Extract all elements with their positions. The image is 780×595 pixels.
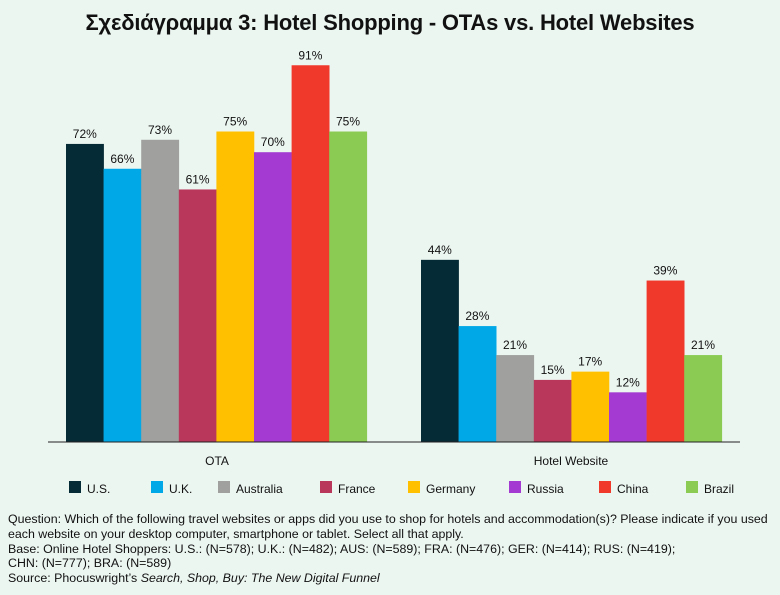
legend-label-germany: Germany [426,482,475,496]
value-label: 72% [73,127,97,141]
legend-swatch-australia [218,481,230,493]
bar-australia-hotel-website [496,355,535,442]
value-label: 75% [223,115,247,129]
source-prefix: Source: Phocuswright’s [8,571,141,586]
source-note: Source: Phocuswright’s Search, Shop, Buy… [8,571,778,586]
bar-us-hotel-website [421,259,459,442]
bar-uk-ota [103,168,142,442]
bar-brazil-hotel-website [684,355,723,442]
bar-us-ota [66,143,104,443]
legend-swatch-germany [408,481,420,493]
bar-china-hotel-website [646,280,685,442]
bar-uk-hotel-website [458,326,497,442]
value-label: 66% [110,152,134,166]
legend-swatch-brazil [686,481,698,493]
bar-germany-hotel-website [571,371,610,442]
bar-australia-ota [141,139,180,442]
legend-swatch-china [599,481,611,493]
legend-swatch-uk [151,481,163,493]
value-label: 39% [653,264,677,278]
value-label: 21% [503,338,527,352]
bar-russia-ota [254,152,292,442]
value-label: 12% [616,375,640,389]
bar-chart: 72% 66% 73% 61% 75% 70% 91% 75% 44% 28% 21% 15% 17% 1… [48,48,740,496]
base-note-line-2: CHN: (N=777); BRA: (N=589) [8,556,172,571]
value-label: 28% [465,309,489,323]
legend-label-russia: Russia [527,482,564,496]
category-label-ota: OTA [205,454,229,468]
legend-swatch-france [320,481,332,493]
bar-france-ota [178,189,217,442]
bar-france-hotel-website [533,379,572,442]
bar-brazil-ota [329,131,368,442]
value-label: 73% [148,123,172,137]
legend-label-australia: Australia [236,482,283,496]
bar-germany-ota [216,131,255,442]
value-label: 70% [261,135,285,149]
value-label: 61% [186,172,210,186]
value-label: 17% [578,355,602,369]
chart-title: Σχεδιάγραμμα 3: Hotel Shopping - OTAs vs… [85,10,695,35]
legend-swatch-russia [509,481,521,493]
source-title: Search, Shop, Buy: The New Digital Funne… [140,571,380,586]
category-labels-layer: OTA Hotel Website [205,454,608,468]
bars-layer [66,65,723,443]
value-label: 15% [541,363,565,377]
legend-label-france: France [338,482,376,496]
legend-label-brazil: Brazil [704,482,734,496]
legend-label-us: U.S. [87,482,110,496]
bar-russia-hotel-website [609,392,647,442]
category-label-hotel-website: Hotel Website [534,454,609,468]
value-label: 44% [428,243,452,257]
base-note-line-1: Base: Online Hotel Shoppers: U.S.: (N=57… [8,541,676,556]
value-label: 91% [298,48,322,62]
legend-label-uk: U.K. [169,482,192,496]
legend-label-china: China [617,482,649,496]
value-labels-layer: 72% 66% 73% 61% 75% 70% 91% 75% 44% 28% 21% 15% 17% 1… [73,48,716,389]
bar-china-ota [291,65,330,442]
question-note: Question: Which of the following travel … [8,512,768,541]
legend-swatch-us [69,481,81,493]
value-label: 75% [336,115,360,129]
value-label: 21% [691,338,715,352]
legend: U.S. U.K. Australia France Germany Russia Chin… [69,481,734,496]
footnotes: Question: Which of the following travel … [8,512,778,586]
